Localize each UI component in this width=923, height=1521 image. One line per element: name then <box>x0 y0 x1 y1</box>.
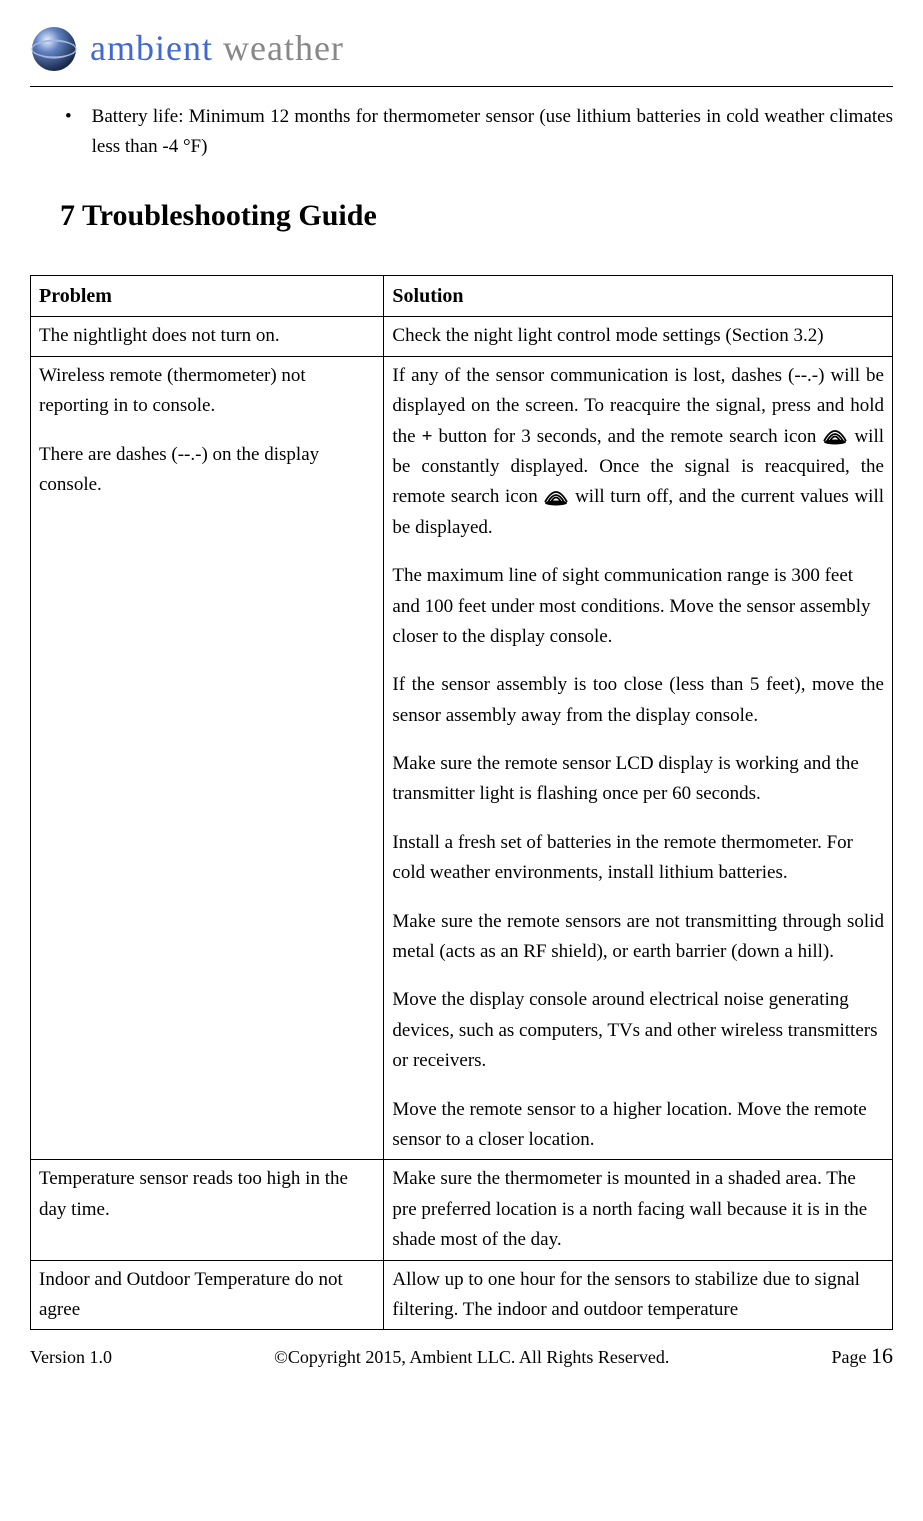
table-row: Wireless remote (thermometer) not report… <box>31 356 893 1160</box>
bullet-text: Battery life: Minimum 12 months for ther… <box>92 102 893 163</box>
brand-weather: weather <box>213 28 344 68</box>
problem-cell: Indoor and Outdoor Temperature do not ag… <box>31 1260 384 1330</box>
wireless-icon <box>822 425 848 445</box>
brand-letter-end: t <box>202 28 213 68</box>
solution-para: Make sure the remote sensor LCD display … <box>392 749 884 810</box>
page-footer: Version 1.0 ©Copyright 2015, Ambient LLC… <box>30 1338 893 1373</box>
problem-para: There are dashes (--.-) on the display c… <box>39 440 375 501</box>
solution-cell: Make sure the thermometer is mounted in … <box>384 1160 893 1260</box>
table-header-problem: Problem <box>31 276 384 317</box>
page-header: ambient weather <box>30 20 893 87</box>
footer-copyright: ©Copyright 2015, Ambient LLC. All Rights… <box>274 1343 669 1372</box>
troubleshooting-table: Problem Solution The nightlight does not… <box>30 275 893 1330</box>
section-heading: 7 Troubleshooting Guide <box>30 192 893 240</box>
brand-name: ambient weather <box>90 20 344 78</box>
table-header-solution: Solution <box>384 276 893 317</box>
logo-icon <box>30 25 78 73</box>
solution-cell: Check the night light control mode setti… <box>384 317 893 356</box>
solution-cell: If any of the sensor communication is lo… <box>384 356 893 1160</box>
solution-text: button for 3 seconds, and the remote sea… <box>432 426 822 447</box>
bullet-marker: • <box>65 102 72 163</box>
solution-para: Move the remote sensor to a higher locat… <box>392 1095 884 1156</box>
problem-para: Wireless remote (thermometer) not report… <box>39 361 375 422</box>
footer-page-number: 16 <box>871 1343 893 1368</box>
solution-para: The maximum line of sight communication … <box>392 561 884 652</box>
button-label-bold: + <box>422 426 433 447</box>
problem-cell: Temperature sensor reads too high in the… <box>31 1160 384 1260</box>
solution-para: Install a fresh set of batteries in the … <box>392 828 884 889</box>
problem-cell: The nightlight does not turn on. <box>31 317 384 356</box>
solution-para: Move the display console around electric… <box>392 985 884 1076</box>
brand-mid: mbien <box>107 28 202 68</box>
solution-cell: Allow up to one hour for the sensors to … <box>384 1260 893 1330</box>
solution-para: Make sure the remote sensors are not tra… <box>392 907 884 968</box>
brand-letter: a <box>90 28 107 68</box>
wireless-icon <box>543 486 569 506</box>
table-row: Temperature sensor reads too high in the… <box>31 1160 893 1260</box>
problem-cell: Wireless remote (thermometer) not report… <box>31 356 384 1160</box>
solution-para: If any of the sensor communication is lo… <box>392 361 884 543</box>
solution-para: If the sensor assembly is too close (les… <box>392 670 884 731</box>
footer-page: Page 16 <box>831 1338 893 1373</box>
bullet-item: • Battery life: Minimum 12 months for th… <box>30 102 893 163</box>
table-header-row: Problem Solution <box>31 276 893 317</box>
footer-page-label: Page <box>831 1347 871 1367</box>
table-row: The nightlight does not turn on. Check t… <box>31 317 893 356</box>
table-row: Indoor and Outdoor Temperature do not ag… <box>31 1260 893 1330</box>
footer-version: Version 1.0 <box>30 1343 112 1372</box>
